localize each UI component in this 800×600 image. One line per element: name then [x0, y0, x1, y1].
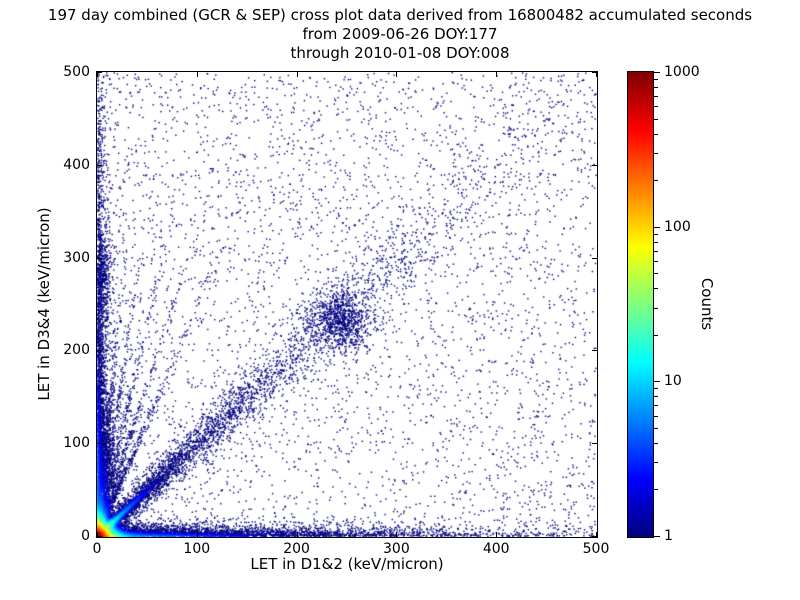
- y-tick: [592, 164, 597, 166]
- scatter-canvas: [97, 72, 597, 537]
- x-tick: [396, 72, 398, 77]
- y-tick-label: 200: [63, 342, 90, 359]
- colorbar-minor-tick: [654, 489, 658, 491]
- colorbar-minor-tick: [654, 334, 658, 336]
- colorbar-gradient: [628, 72, 653, 537]
- x-tick: [296, 532, 298, 537]
- y-axis-label: LET in D3&4 (keV/micron): [35, 207, 53, 401]
- x-tick: [196, 72, 198, 77]
- x-tick-label: 300: [383, 541, 410, 557]
- colorbar-minor-tick: [654, 288, 658, 290]
- colorbar-minor-tick: [654, 396, 658, 398]
- plot-area: [96, 71, 598, 538]
- colorbar-tick: [654, 226, 660, 228]
- x-axis-label: LET in D1&2 (keV/micron): [250, 555, 444, 573]
- y-tick: [97, 257, 102, 259]
- y-tick: [97, 443, 102, 445]
- x-tick: [596, 72, 597, 77]
- title-line-2: from 2009-06-26 DOY:177: [302, 25, 498, 43]
- colorbar-minor-tick: [654, 415, 658, 417]
- colorbar-minor-tick: [654, 133, 658, 135]
- x-tick: [97, 532, 98, 537]
- colorbar-tick: [654, 536, 660, 537]
- colorbar-minor-tick: [654, 273, 658, 275]
- colorbar-tick-label: 100: [664, 218, 691, 235]
- colorbar-minor-tick: [654, 405, 658, 407]
- colorbar-minor-tick: [654, 79, 658, 81]
- x-tick-label: 200: [283, 541, 310, 557]
- y-tick: [592, 257, 597, 259]
- colorbar-minor-tick: [654, 180, 658, 182]
- x-tick-label: 0: [92, 541, 102, 557]
- colorbar-tick: [654, 381, 660, 383]
- colorbar-minor-tick: [654, 106, 658, 108]
- colorbar-minor-tick: [654, 152, 658, 154]
- y-tick-label: 100: [63, 435, 90, 452]
- colorbar-tick-label: 1000: [664, 64, 700, 80]
- colorbar-minor-tick: [654, 86, 658, 88]
- x-tick-label: 100: [183, 541, 211, 557]
- y-tick: [592, 72, 597, 73]
- colorbar-minor-tick: [654, 442, 658, 444]
- y-tick: [97, 350, 102, 352]
- colorbar-minor-tick: [654, 95, 658, 97]
- colorbar-minor-tick: [654, 233, 658, 235]
- title-line-1: 197 day combined (GCR & SEP) cross plot …: [47, 6, 753, 24]
- y-tick: [592, 350, 597, 352]
- y-tick-label: 300: [63, 249, 90, 266]
- colorbar-minor-tick: [654, 250, 658, 252]
- colorbar-minor-tick: [654, 462, 658, 464]
- colorbar-tick-label: 10: [664, 373, 682, 390]
- x-tick: [196, 532, 198, 537]
- colorbar-tick-label: 1: [664, 528, 673, 544]
- colorbar-minor-tick: [654, 241, 658, 243]
- colorbar-minor-tick: [654, 260, 658, 262]
- y-tick-label: 500: [63, 64, 90, 80]
- x-tick: [496, 72, 498, 77]
- y-tick: [97, 164, 102, 166]
- colorbar-minor-tick: [654, 388, 658, 390]
- x-tick: [97, 72, 98, 77]
- colorbar-tick: [654, 72, 660, 73]
- y-tick: [97, 536, 102, 537]
- y-tick: [97, 72, 102, 73]
- colorbar: [627, 71, 654, 538]
- y-tick: [592, 536, 597, 537]
- y-tick-label: 400: [63, 156, 90, 173]
- colorbar-minor-tick: [654, 427, 658, 429]
- x-tick: [396, 532, 398, 537]
- title-line-3: through 2010-01-08 DOY:008: [290, 44, 510, 62]
- y-tick-label: 0: [81, 528, 90, 544]
- y-tick: [592, 443, 597, 445]
- x-tick-label: 400: [482, 541, 510, 557]
- colorbar-minor-tick: [654, 118, 658, 120]
- x-tick: [496, 532, 498, 537]
- colorbar-minor-tick: [654, 307, 658, 309]
- x-tick: [596, 532, 597, 537]
- chart-title: 197 day combined (GCR & SEP) cross plot …: [0, 6, 800, 63]
- x-tick: [296, 72, 298, 77]
- x-tick-label: 500: [582, 541, 610, 557]
- colorbar-label: Counts: [698, 277, 716, 331]
